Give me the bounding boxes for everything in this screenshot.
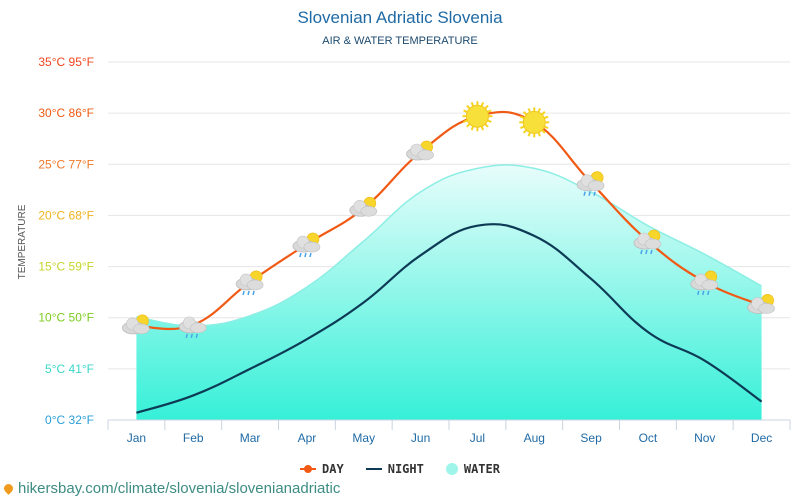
rain-drop <box>640 249 643 255</box>
night-line <box>136 223 763 414</box>
x-tick-label: Oct <box>639 431 658 445</box>
sun-icon <box>462 101 493 132</box>
cloud-puff <box>360 205 378 217</box>
x-tick-label: Dec <box>751 431 772 445</box>
rain-drop <box>697 290 700 296</box>
sun-disc <box>522 110 546 134</box>
x-tick-label: Aug <box>524 431 545 445</box>
x-axis: Jan Feb Mar Apr May Jun Jul Aug Sep Oct Nov Dec <box>107 419 791 445</box>
water-area <box>136 164 762 420</box>
source-url[interactable]: hikersbay.com/climate/slovenia/slovenian… <box>18 480 341 497</box>
x-tick-label: Sep <box>580 431 602 445</box>
x-tick-label: Apr <box>298 431 317 445</box>
cloud-puff <box>417 149 434 161</box>
x-tick-label: Nov <box>694 431 715 445</box>
legend: DAY NIGHT WATER <box>0 462 800 476</box>
cloud-puff <box>587 180 605 191</box>
y-tick-label: 0°C 32°F <box>45 413 94 427</box>
rain-drop <box>588 191 591 196</box>
water-circle-icon <box>445 463 458 475</box>
rain-drop <box>242 290 245 296</box>
rain-cloud-icon <box>178 316 207 339</box>
chart-title: Slovenian Adriatic Slovenia <box>297 8 503 27</box>
x-tick-label: Jun <box>411 431 430 445</box>
day-line-icon <box>300 465 317 473</box>
rain-drop <box>185 333 188 339</box>
legend-item-day[interactable]: DAY <box>300 462 344 476</box>
rain-drop <box>252 290 255 296</box>
rain-drop <box>190 333 193 339</box>
rain-drop <box>299 252 302 258</box>
sun-disc <box>465 104 489 128</box>
cloud-puff <box>246 279 264 291</box>
x-tick-label: Feb <box>183 431 204 445</box>
cloud-puff <box>758 303 775 314</box>
legend-label-day: DAY <box>322 462 344 476</box>
rain-drop <box>247 290 250 296</box>
night-series <box>136 223 763 414</box>
x-tick-label: Jul <box>470 431 485 445</box>
x-tick-label: Mar <box>240 431 261 445</box>
water-series <box>136 164 762 420</box>
partly-cloudy-rain-icon <box>292 232 321 258</box>
y-tick-label: 10°C 50°F <box>38 311 94 325</box>
rain-drop <box>650 249 653 255</box>
rain-drop <box>195 333 198 339</box>
partly-cloudy-rain-icon <box>576 171 605 196</box>
rain-drop <box>583 191 586 196</box>
cloud-puff <box>303 241 321 253</box>
partly-cloudy-rain-icon <box>633 229 662 255</box>
partly-cloudy-icon <box>122 314 150 335</box>
y-tick-label: 35°C 95°F <box>38 55 94 69</box>
legend-label-water: WATER <box>463 462 500 476</box>
legend-item-night[interactable]: NIGHT <box>365 462 424 476</box>
source-link[interactable]: hikersbay.com/climate/slovenia/slovenian… <box>2 480 341 497</box>
cloud-puff <box>189 322 207 334</box>
chart-subtitle: AIR & WATER TEMPERATURE <box>322 35 478 47</box>
water-line <box>136 164 762 327</box>
y-tick-label: 30°C 86°F <box>38 106 94 120</box>
sun-icon <box>519 107 550 138</box>
x-tick-label: Jan <box>127 431 146 445</box>
partly-cloudy-icon <box>747 294 775 314</box>
night-line-icon <box>365 468 382 470</box>
legend-item-water[interactable]: WATER <box>445 462 500 476</box>
rain-drop <box>309 252 312 258</box>
rain-drop <box>702 290 705 296</box>
rain-drop <box>593 191 596 196</box>
rain-drop <box>645 249 648 255</box>
y-tick-label: 20°C 68°F <box>38 208 94 222</box>
cloud-puff <box>644 238 662 250</box>
location-pin-icon <box>2 482 15 495</box>
partly-cloudy-rain-icon <box>235 270 264 296</box>
temperature-chart: 0°C 32°F 5°C 41°F 10°C 50°F 15°C 59°F 20°C 6… <box>17 55 791 445</box>
partly-cloudy-icon <box>406 140 434 161</box>
y-tick-label: 5°C 41°F <box>45 362 94 376</box>
cloud-puff <box>701 279 719 291</box>
rain-drop <box>707 290 710 296</box>
y-tick-label: 25°C 77°F <box>38 157 94 171</box>
partly-cloudy-icon <box>349 196 378 217</box>
y-axis-ticks: 0°C 32°F 5°C 41°F 10°C 50°F 15°C 59°F 20°C 6… <box>38 55 94 427</box>
weather-icons <box>122 101 775 339</box>
legend-label-night: NIGHT <box>387 462 424 476</box>
x-tick-label: May <box>352 431 375 445</box>
cloud-puff <box>133 323 150 335</box>
partly-cloudy-rain-icon <box>690 270 719 296</box>
rain-drop <box>304 252 307 258</box>
y-tick-label: 15°C 59°F <box>38 260 94 274</box>
y-axis-label: TEMPERATURE <box>17 204 28 279</box>
